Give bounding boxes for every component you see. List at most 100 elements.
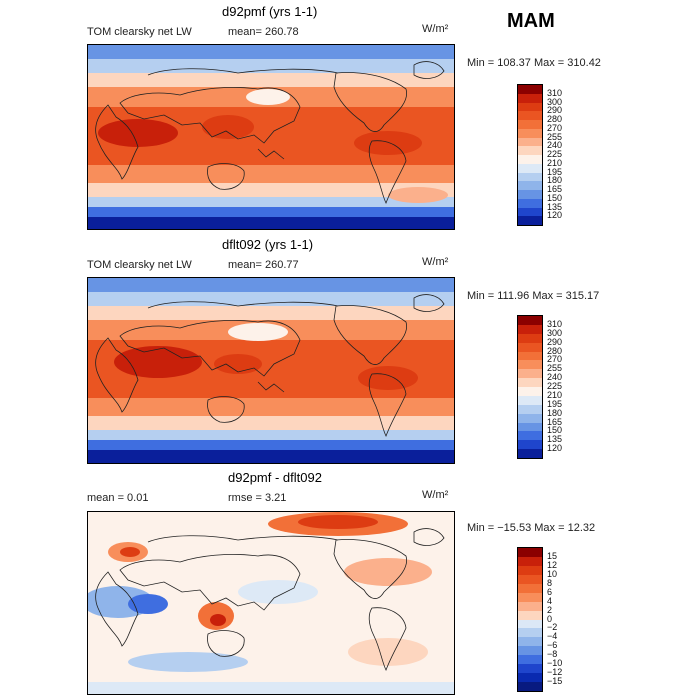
colorbar-tick-label: 150 — [547, 192, 563, 203]
colorbar-tick-label: 310 — [547, 87, 563, 98]
panel-1-map — [87, 44, 455, 230]
colorbar-swatch — [518, 556, 542, 566]
colorbar-tick-label: 270 — [547, 122, 563, 133]
diff-feature — [120, 547, 140, 557]
colorbar-swatch — [518, 387, 542, 396]
lw-band — [88, 207, 454, 217]
colorbar-tick-label: −2 — [547, 622, 558, 633]
colorbar-swatch — [518, 342, 542, 352]
lw-feature — [354, 131, 422, 155]
colorbar-tick-label: 2 — [547, 604, 553, 615]
coastline — [368, 607, 407, 671]
lw-band — [88, 217, 454, 229]
colorbar-tick-label: 120 — [547, 210, 563, 221]
colorbar-tick-label: 290 — [547, 336, 563, 347]
colorbar-tick-label: 165 — [547, 184, 563, 194]
panel-3-rmse: rmse = 3.21 — [228, 492, 287, 504]
colorbar-swatch — [518, 601, 542, 611]
colorbar-swatch — [518, 128, 542, 138]
lw-feature — [114, 346, 202, 378]
coastline — [368, 373, 407, 437]
colorbar-tick-label: 225 — [547, 381, 563, 391]
panel-2-colorbar — [517, 315, 543, 459]
diff-feature — [344, 558, 432, 586]
lw-feature — [202, 115, 254, 139]
colorbar-swatch — [518, 422, 542, 432]
panel-3-minmax: Min = −15.53 Max = 12.32 — [467, 522, 596, 534]
colorbar-swatch — [518, 163, 542, 173]
panel-2-minmax: Min = 111.96 Max = 315.17 — [467, 290, 600, 302]
lw-band — [88, 45, 454, 59]
colorbar-tick-label: 240 — [547, 140, 563, 151]
colorbar-swatch — [518, 637, 542, 647]
diff-feature — [348, 638, 428, 666]
diff-feature — [128, 652, 248, 672]
coastline — [147, 68, 339, 76]
coastline — [257, 148, 285, 160]
colorbar-tick-label: −15 — [547, 676, 563, 687]
colorbar-swatch — [518, 404, 542, 414]
panel-3-mean: mean = 0.01 — [87, 492, 149, 504]
colorbar-tick-label: 270 — [547, 354, 563, 365]
lw-band — [88, 430, 454, 440]
colorbar-tick-label: −12 — [547, 667, 563, 678]
panel-3-colorbar — [517, 547, 543, 692]
colorbar-swatch — [518, 181, 542, 190]
lw-band — [88, 306, 454, 320]
colorbar-tick-label: 255 — [547, 363, 563, 374]
coastline — [95, 337, 139, 413]
colorbar-swatch — [518, 682, 542, 691]
coastline — [368, 140, 407, 204]
colorbar-tick-label: 210 — [547, 157, 563, 168]
colorbar-swatch — [518, 216, 542, 225]
colorbar-tick-label: −4 — [547, 631, 558, 642]
lw-band — [88, 450, 454, 463]
diff-feature — [298, 515, 378, 529]
colorbar-swatch — [518, 137, 542, 147]
panel-1-title: d92pmf (yrs 1-1) — [222, 4, 318, 19]
lw-feature — [228, 323, 288, 341]
lw-band — [88, 197, 454, 207]
panel-2-field-label: TOM clearsky net LW — [87, 259, 192, 271]
colorbar-tick-label: 8 — [547, 577, 553, 588]
lw-feature — [98, 119, 178, 147]
lw-band — [88, 398, 454, 416]
colorbar-swatch — [518, 111, 542, 120]
colorbar-tick-label: 255 — [547, 131, 563, 142]
colorbar-tick-label: 180 — [547, 175, 563, 186]
colorbar-swatch — [518, 646, 542, 656]
coastline — [207, 163, 245, 190]
colorbar-tick-label: 0 — [547, 613, 553, 624]
colorbar-tick-label: 10 — [547, 568, 558, 579]
colorbar-tick-label: 300 — [547, 327, 563, 338]
coastline — [257, 381, 285, 393]
colorbar-tick-label: 240 — [547, 372, 563, 383]
colorbar-tick-label: 310 — [547, 318, 563, 329]
coastline — [333, 305, 408, 365]
colorbar-swatch — [518, 333, 542, 343]
coastline — [413, 528, 445, 546]
colorbar-swatch — [518, 190, 542, 199]
colorbar-swatch — [518, 155, 542, 164]
lw-band — [88, 165, 454, 183]
colorbar-tick-label: 210 — [547, 389, 563, 400]
panel-2-mean: mean= 260.77 — [228, 259, 299, 271]
colorbar-tick-label: 180 — [547, 407, 563, 418]
lw-band — [88, 73, 454, 87]
colorbar-swatch — [518, 324, 542, 334]
colorbar-tick-label: 280 — [547, 114, 563, 124]
panel-1-field-label: TOM clearsky net LW — [87, 26, 192, 38]
colorbar-swatch — [518, 431, 542, 441]
coastline — [95, 571, 139, 647]
panel-1-minmax: Min = 108.37 Max = 310.42 — [467, 57, 601, 69]
colorbar-tick-label: 120 — [547, 443, 563, 454]
lw-band — [88, 440, 454, 450]
colorbar-swatch — [518, 449, 542, 458]
colorbar-tick-label: −10 — [547, 658, 563, 669]
panel-2-map — [87, 277, 455, 464]
diff-feature — [238, 580, 318, 604]
coastline — [119, 320, 301, 377]
colorbar-tick-label: 300 — [547, 96, 563, 107]
coastline — [119, 87, 301, 144]
panel-1-mean: mean= 260.78 — [228, 26, 299, 38]
